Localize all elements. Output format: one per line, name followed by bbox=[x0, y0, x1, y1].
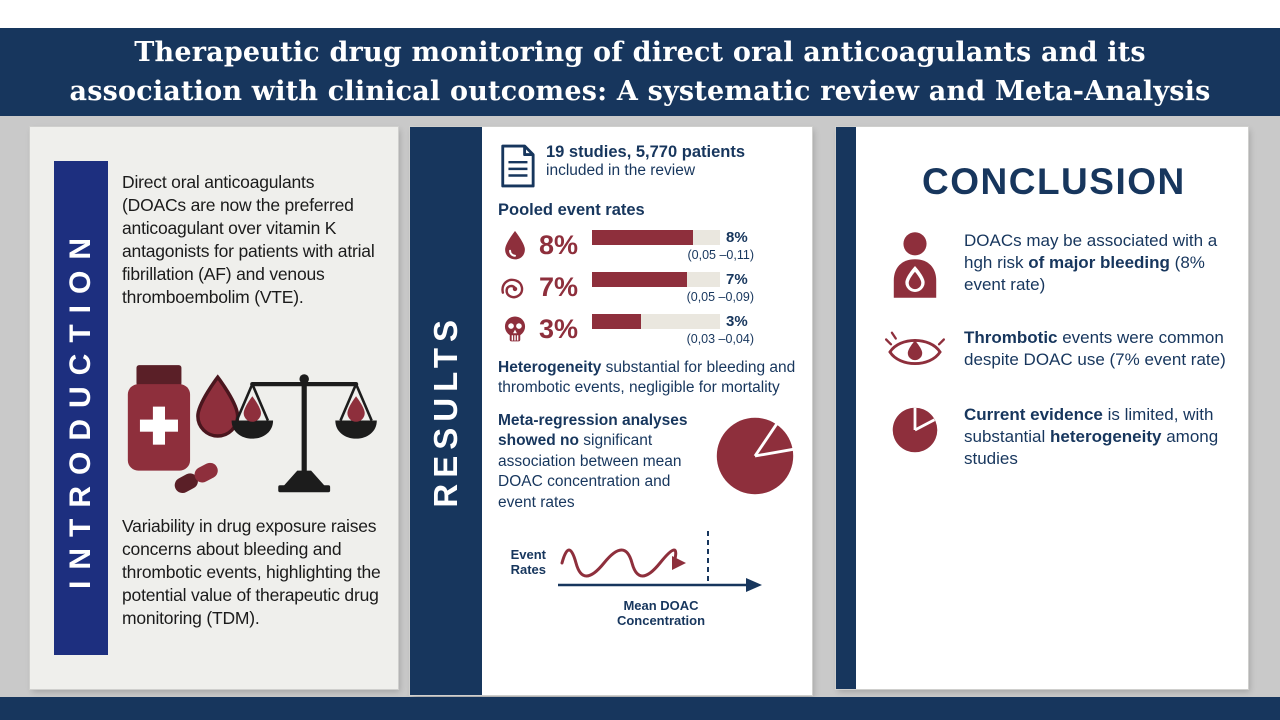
event-rate-bar-group: 8% (0,05 –0,11) bbox=[592, 229, 754, 262]
introduction-paragraph-1: Direct oral anticoagulants (DOACs are no… bbox=[122, 172, 375, 308]
event-rate-bar-fill bbox=[592, 229, 694, 245]
event-rate-value: 7% bbox=[726, 271, 748, 288]
conclusion-edge-bar bbox=[836, 127, 856, 689]
event-rate-row-mortality: 3% 3% (0,03 –0,04) bbox=[498, 313, 798, 346]
event-rate-value: 3% bbox=[726, 313, 748, 330]
event-rate-percent: 7% bbox=[539, 272, 579, 302]
conclusion-title: CONCLUSION bbox=[922, 161, 1186, 202]
content-area: INTRODUCTION Direct oral anticoagulants … bbox=[0, 116, 1280, 697]
results-content: 19 studies, 5,770 patients included in t… bbox=[482, 127, 812, 695]
heterogeneity-paragraph: Heterogeneity substantial for bleeding a… bbox=[498, 358, 798, 399]
medication-scale-illustration bbox=[114, 339, 382, 495]
metaregression-rest: significant association between mean DOA… bbox=[498, 432, 682, 511]
event-rate-row-thrombotic: 7% 7% (0,05 –0,09) bbox=[498, 271, 798, 304]
pooled-event-rates-title: Pooled event rates bbox=[498, 201, 645, 219]
conclusion-item-thrombotic: Thrombotic events were common despite DO… bbox=[882, 327, 1228, 377]
x-axis-label: Mean DOAC Concentration bbox=[616, 598, 706, 629]
event-rate-bar bbox=[592, 314, 720, 329]
introduction-sidebar: INTRODUCTION bbox=[54, 161, 108, 655]
introduction-label: INTRODUCTION bbox=[64, 227, 97, 589]
introduction-paragraph-2: Variability in drug exposure raises conc… bbox=[122, 516, 381, 629]
thrombotic-eye-icon bbox=[882, 327, 948, 377]
studies-text: 19 studies, 5,770 patients included in t… bbox=[546, 143, 745, 180]
thrombosis-icon bbox=[498, 274, 532, 302]
studies-summary: 19 studies, 5,770 patients included in t… bbox=[498, 143, 798, 189]
confidence-interval: (0,03 –0,04) bbox=[686, 332, 754, 346]
results-label: RESULTS bbox=[427, 314, 464, 508]
page-title: Therapeutic drug monitoring of direct or… bbox=[70, 33, 1211, 111]
event-rate-bar-fill bbox=[592, 314, 641, 329]
pill-bottle-drop-scale-icon bbox=[127, 365, 377, 494]
event-rate-percent: 3% bbox=[539, 314, 579, 344]
event-rate-bar-group: 7% (0,05 –0,09) bbox=[592, 271, 754, 304]
event-rate-bar bbox=[592, 229, 720, 245]
heterogeneity-bold: Heterogeneity bbox=[498, 359, 602, 376]
y-axis-label: Event Rates bbox=[510, 547, 546, 578]
pie-chart-icon bbox=[882, 404, 948, 456]
event-rate-value: 8% bbox=[726, 228, 748, 246]
skull-icon bbox=[498, 315, 532, 345]
title-banner: Therapeutic drug monitoring of direct or… bbox=[0, 28, 1280, 116]
pie-chart-icon bbox=[716, 417, 797, 495]
event-rate-row-bleeding: 8% 8% (0,05 –0,11) bbox=[498, 228, 798, 262]
metaregression-plot: Event Rates bbox=[498, 523, 798, 603]
studies-caption: included in the review bbox=[546, 162, 696, 179]
results-panel: RESULTS 19 studies, 5,770 patients inclu… bbox=[410, 127, 812, 695]
event-rate-bar bbox=[592, 272, 720, 287]
document-icon bbox=[501, 144, 535, 188]
conclusion-item-bleeding: DOACs may be associated with a hgh risk … bbox=[882, 230, 1228, 300]
page-title-line1: Therapeutic drug monitoring of direct or… bbox=[134, 36, 1146, 68]
event-rate-bar-group: 3% (0,03 –0,04) bbox=[592, 313, 754, 346]
studies-count: 19 studies, 5,770 patients bbox=[546, 143, 746, 161]
conclusion-text: Thrombotic events were common despite DO… bbox=[964, 328, 1226, 370]
event-rate-percent: 8% bbox=[539, 229, 579, 260]
patient-blood-drop-icon bbox=[882, 230, 948, 300]
introduction-panel: INTRODUCTION Direct oral anticoagulants … bbox=[30, 127, 398, 689]
conclusion-text: Current evidence is limited, with substa… bbox=[964, 405, 1219, 469]
conclusion-panel: CONCLUSION DOACs may be associated with … bbox=[836, 127, 1248, 689]
event-rate-wave-plot bbox=[558, 531, 762, 593]
confidence-interval: (0,05 –0,09) bbox=[686, 290, 754, 304]
page-title-line2: association with clinical outcomes: A sy… bbox=[69, 76, 1211, 107]
confidence-interval: (0,05 –0,11) bbox=[687, 247, 754, 262]
metaregression-paragraph: Meta-regression analyses showed no signi… bbox=[498, 411, 798, 513]
event-rate-bar-fill bbox=[592, 272, 687, 287]
metaregression-bold: Meta-regression analyses showed no bbox=[498, 411, 688, 450]
conclusion-item-evidence: Current evidence is limited, with substa… bbox=[882, 404, 1228, 470]
conclusion-text: DOACs may be associated with a hgh risk … bbox=[964, 231, 1218, 295]
bottom-accent-strip bbox=[0, 697, 1280, 720]
heterogeneity-rest: substantial for bleeding and thrombotic … bbox=[498, 359, 796, 397]
blood-drop-icon bbox=[498, 228, 532, 262]
results-sidebar: RESULTS bbox=[410, 127, 482, 695]
